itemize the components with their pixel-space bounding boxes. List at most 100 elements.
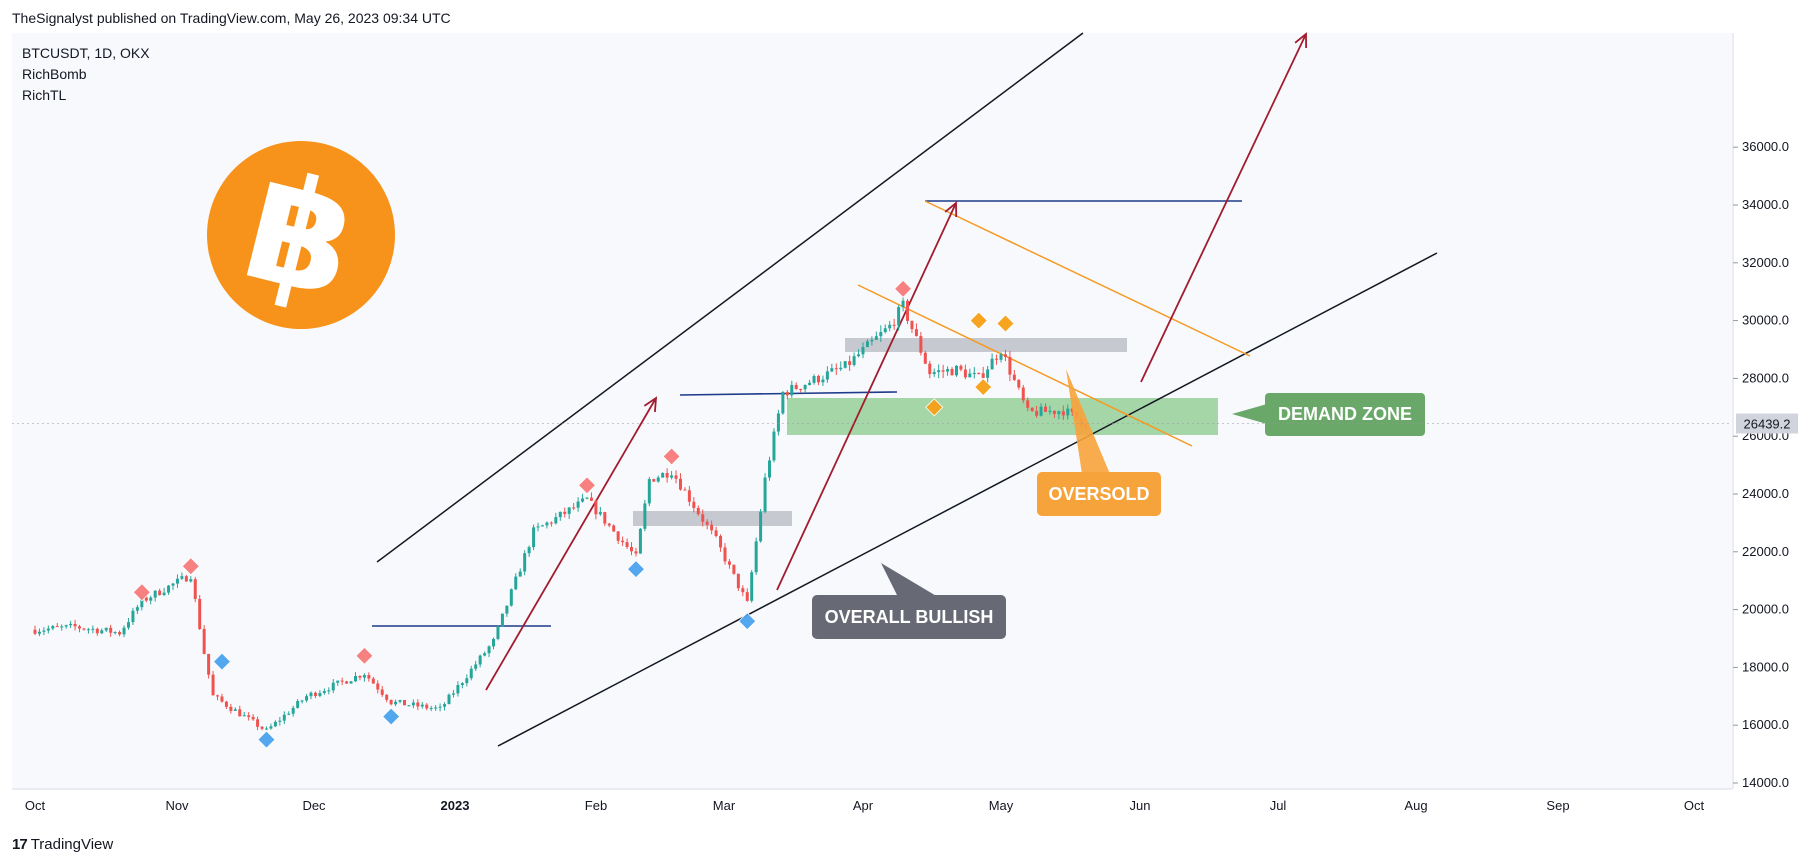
candle-body	[732, 564, 736, 574]
orange-signal-diamond	[974, 378, 993, 397]
candle-body	[634, 551, 638, 554]
demand-zone-label: DEMAND ZONE	[1278, 404, 1412, 424]
candle-body	[710, 524, 714, 531]
x-tick-label: Jun	[1130, 798, 1151, 813]
candle-body	[358, 675, 362, 678]
sell-signal-diamond	[893, 279, 913, 298]
candle-body	[1048, 410, 1052, 412]
orange-channel-upper	[924, 200, 1251, 357]
x-tick-label: Apr	[853, 798, 874, 813]
candle-body	[282, 714, 286, 721]
candle-body	[874, 336, 878, 340]
candle-body	[309, 692, 313, 697]
candle-body	[144, 597, 148, 601]
arrow-head	[944, 201, 958, 218]
candle-body	[937, 370, 941, 373]
candle-body	[727, 561, 731, 565]
candle-body	[785, 392, 789, 396]
orange-signal-diamond	[996, 314, 1015, 333]
candle-body	[932, 372, 936, 375]
candle-body	[1021, 387, 1025, 401]
orange-signal-diamond	[969, 311, 988, 330]
candle-body	[527, 547, 531, 554]
candle-body	[959, 365, 963, 370]
oversold-box	[1037, 472, 1161, 516]
candle-body	[327, 690, 331, 692]
candle-body	[86, 629, 90, 631]
candle-body	[385, 694, 389, 700]
arrow-head	[643, 396, 658, 413]
candle-body	[687, 490, 691, 502]
candle-body	[198, 598, 202, 629]
candle-body	[153, 590, 157, 598]
candle-body	[995, 358, 999, 360]
candle-body	[772, 431, 776, 461]
y-tick-label: 16000.0	[1742, 717, 1789, 732]
candle-body	[963, 369, 967, 378]
candle-body	[763, 477, 767, 512]
candle-body	[394, 701, 398, 705]
candle-body	[451, 693, 455, 695]
legend-line: BTCUSDT, 1D, OKX	[22, 45, 150, 61]
candle-body	[456, 684, 460, 694]
candle-body	[794, 384, 798, 389]
candle-body	[336, 680, 340, 683]
candle-body	[812, 375, 816, 383]
candle-body	[540, 525, 544, 527]
candle-body	[567, 507, 571, 514]
candle-body	[505, 605, 509, 614]
candle-body	[616, 531, 620, 541]
candle-body	[158, 590, 162, 595]
candle-body	[300, 700, 304, 702]
candle-body	[825, 371, 829, 380]
candle-body	[981, 373, 985, 378]
candle-body	[216, 695, 220, 697]
candle-body	[532, 527, 536, 548]
buy-signal-diamond	[626, 560, 646, 579]
x-tick-label: Feb	[585, 798, 607, 813]
candle-body	[928, 363, 932, 375]
candle-body	[888, 324, 892, 329]
x-tick-label: Dec	[302, 798, 326, 813]
channel-lower-line	[497, 252, 1438, 747]
y-tick-label: 30000.0	[1742, 313, 1789, 328]
candle-body	[683, 489, 687, 491]
candle-body	[305, 696, 309, 701]
candle-body	[118, 632, 122, 635]
orange-signal-diamond	[925, 398, 944, 417]
candle-body	[251, 716, 255, 720]
candle-body	[972, 372, 976, 374]
candle-body	[625, 542, 629, 547]
candle-body	[714, 530, 718, 536]
candle-body	[193, 579, 197, 599]
candle-body	[1039, 406, 1043, 416]
chart-legend[interactable]: BTCUSDT, 1D, OKX RichBomb RichTL	[22, 45, 150, 103]
candle-body	[558, 511, 562, 518]
candle-body	[278, 720, 282, 722]
candle-body	[545, 522, 549, 526]
candle-body	[759, 511, 763, 542]
candle-body	[946, 368, 950, 372]
candle-body	[429, 708, 433, 710]
candle-body	[999, 354, 1003, 360]
candle-body	[1026, 400, 1030, 408]
y-tick-label: 24000.0	[1742, 486, 1789, 501]
candle-body	[64, 625, 68, 627]
candle-body	[211, 674, 215, 696]
candle-body	[162, 592, 166, 595]
tradingview-logo[interactable]: 17 TradingView	[12, 836, 113, 853]
candle-body	[349, 681, 353, 684]
candle-body	[1057, 411, 1061, 415]
candle-body	[968, 373, 972, 378]
y-tick-label: 20000.0	[1742, 602, 1789, 617]
last-price-tag-axis	[1736, 413, 1798, 434]
candle-body	[598, 512, 602, 515]
candle-body	[389, 699, 393, 705]
candle-body	[910, 320, 914, 330]
candle-body	[354, 675, 358, 682]
candle-body	[906, 300, 910, 321]
arrow-shaft	[485, 397, 657, 691]
candle-body	[207, 653, 211, 675]
candle-body	[674, 475, 678, 479]
